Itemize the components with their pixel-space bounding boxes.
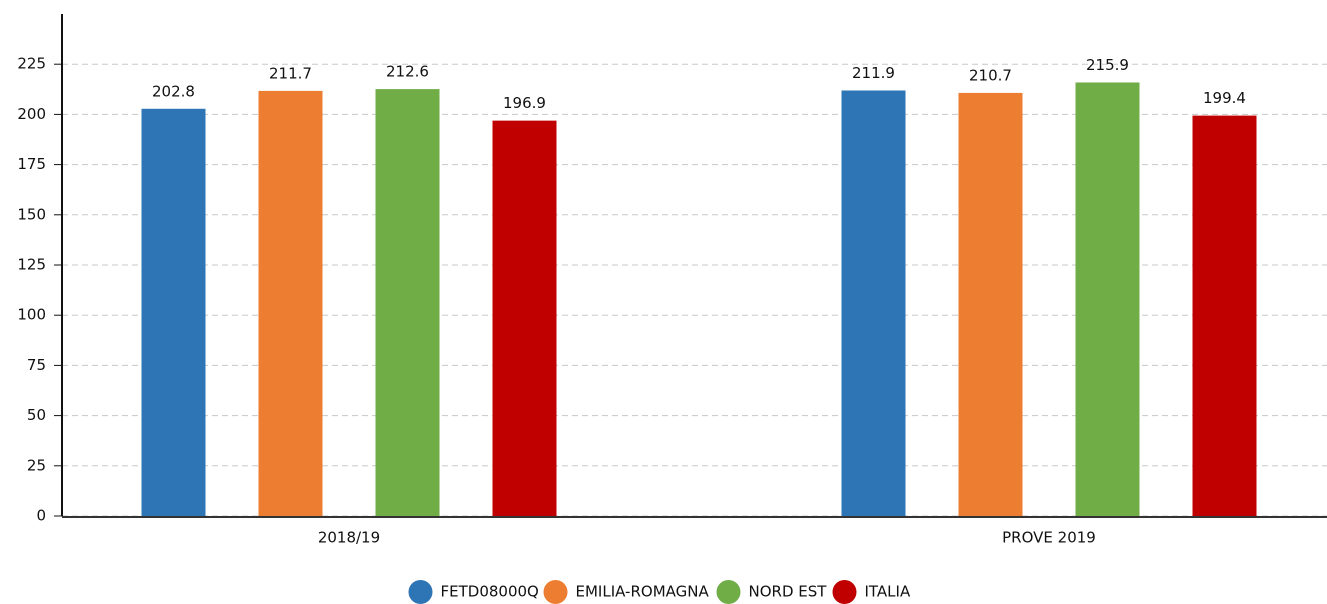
- legend-marker: [832, 580, 857, 604]
- y-tick-label: 50: [27, 406, 46, 424]
- bar: [1075, 82, 1140, 516]
- x-tick-label: 2018/19: [318, 529, 380, 547]
- legend-label: NORD EST: [749, 583, 828, 601]
- legend-label: EMILIA-ROMAGNA: [576, 583, 710, 601]
- value-label: 196.9: [503, 94, 546, 112]
- value-label: 211.9: [852, 64, 895, 82]
- legend-label: ITALIA: [865, 583, 911, 601]
- y-tick-label: 200: [17, 105, 46, 123]
- legend-marker: [408, 580, 433, 604]
- bar: [141, 108, 206, 517]
- value-label: 202.8: [152, 82, 195, 100]
- bar: [1192, 115, 1257, 516]
- y-tick-label: 0: [36, 507, 46, 525]
- y-tick-label: 225: [17, 55, 46, 73]
- legend-marker: [716, 580, 741, 604]
- value-label: 210.7: [969, 66, 1012, 84]
- y-tick-label: 125: [17, 256, 46, 274]
- legend-marker: [543, 580, 568, 604]
- y-tick-label: 175: [17, 155, 46, 173]
- value-label: 215.9: [1086, 56, 1129, 74]
- y-tick-label: 100: [17, 306, 46, 324]
- bar: [841, 90, 906, 517]
- y-tick-label: 75: [27, 356, 46, 374]
- y-tick-label: 25: [27, 456, 46, 474]
- bar: [958, 92, 1023, 516]
- x-tick-label: PROVE 2019: [1002, 529, 1096, 547]
- y-tick-label: 150: [17, 205, 46, 223]
- bar: [375, 89, 440, 517]
- value-label: 211.7: [269, 64, 312, 82]
- legend-label: FETD08000Q: [441, 583, 539, 601]
- value-label: 212.6: [386, 63, 429, 81]
- value-label: 199.4: [1203, 89, 1246, 107]
- bar: [492, 120, 557, 516]
- bar: [258, 90, 323, 516]
